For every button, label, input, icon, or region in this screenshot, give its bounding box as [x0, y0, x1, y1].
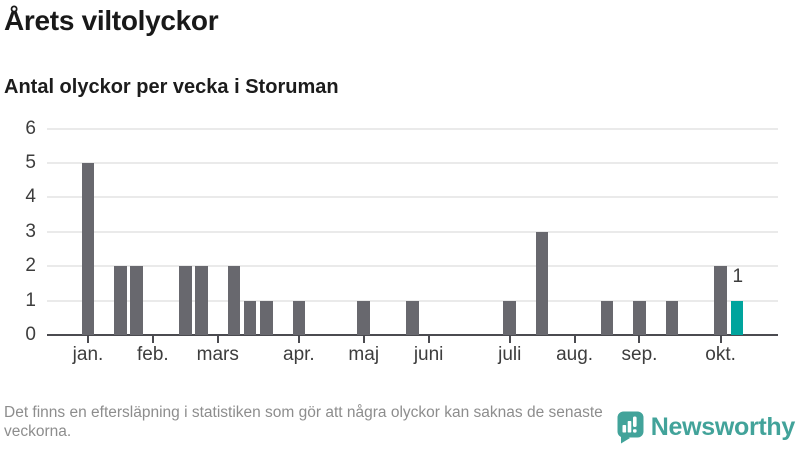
- x-axis-tick-aug: [573, 336, 576, 343]
- x-axis-tick-jan: [87, 336, 89, 343]
- gridline-y4: [47, 196, 778, 199]
- x-axis-month-label: sep.: [621, 344, 658, 365]
- bar-week-40: [714, 266, 727, 335]
- gridline-y6: [47, 127, 778, 130]
- y-axis-label-1: 1: [25, 289, 36, 311]
- bar-week-3: [114, 266, 127, 335]
- x-axis-tick-okt: [719, 336, 722, 343]
- bar-week-1: [81, 163, 95, 335]
- x-axis-tick-mars: [216, 336, 219, 343]
- x-axis-month-label: feb.: [137, 344, 169, 365]
- gridline-y5: [47, 162, 778, 164]
- x-axis-tick-maj: [362, 336, 365, 343]
- newsworthy-logo: Newsworthy: [617, 411, 795, 444]
- x-axis-tick-juli: [508, 336, 511, 343]
- x-axis-month-label: maj: [348, 344, 380, 365]
- bar-week-37: [665, 300, 679, 335]
- page-title: Årets viltolyckor: [4, 5, 219, 36]
- x-axis-month-label: mars: [196, 344, 239, 365]
- bar-week-29: [535, 231, 549, 335]
- bar-week-8: [195, 266, 208, 335]
- bar-week-12: [260, 300, 273, 335]
- bar-week-4: [130, 266, 143, 335]
- x-axis-month-label: aug.: [556, 344, 594, 365]
- x-axis-month-label: juli: [498, 344, 522, 365]
- x-axis-tick-juni: [427, 336, 430, 343]
- bar-week-7: [179, 266, 192, 335]
- bar-week-14: [292, 300, 306, 335]
- x-axis-line: [47, 334, 778, 336]
- y-axis-label-3: 3: [25, 220, 36, 242]
- x-axis-tick-feb: [151, 336, 154, 343]
- x-axis-month-label: juni: [413, 344, 444, 365]
- bar-week-21: [406, 300, 419, 335]
- bar-week-27: [503, 300, 516, 335]
- y-axis-label-6: 6: [25, 117, 36, 139]
- x-axis-tick-sep: [638, 336, 641, 343]
- chart-subtitle: Antal olyckor per vecka i Storuman: [4, 76, 339, 98]
- y-axis-label-0: 0: [25, 324, 36, 345]
- bar-week-10: [227, 266, 241, 335]
- data-lag-disclaimer: Det finns en eftersläpning i statistiken…: [4, 404, 603, 441]
- x-axis-month-label: jan.: [72, 344, 104, 365]
- x-axis-month-label: okt.: [705, 344, 736, 365]
- bar-value-label: 1: [732, 265, 744, 287]
- gridline-y3: [47, 230, 778, 233]
- newsworthy-wordmark: Newsworthy: [650, 413, 796, 441]
- bar-week-11: [243, 300, 257, 335]
- x-axis-tick-apr: [297, 336, 300, 343]
- y-axis-label-4: 4: [25, 186, 36, 208]
- gridline-y2: [47, 265, 778, 268]
- bar-week-18: [357, 300, 370, 335]
- bar-week-41: [730, 300, 744, 335]
- bar-week-35: [633, 300, 646, 335]
- newsworthy-badge-icon: [617, 411, 644, 444]
- y-axis-label-2: 2: [25, 255, 36, 277]
- x-axis-month-label: apr.: [283, 344, 315, 365]
- y-axis-label-5: 5: [25, 152, 36, 173]
- bar-week-33: [600, 300, 614, 335]
